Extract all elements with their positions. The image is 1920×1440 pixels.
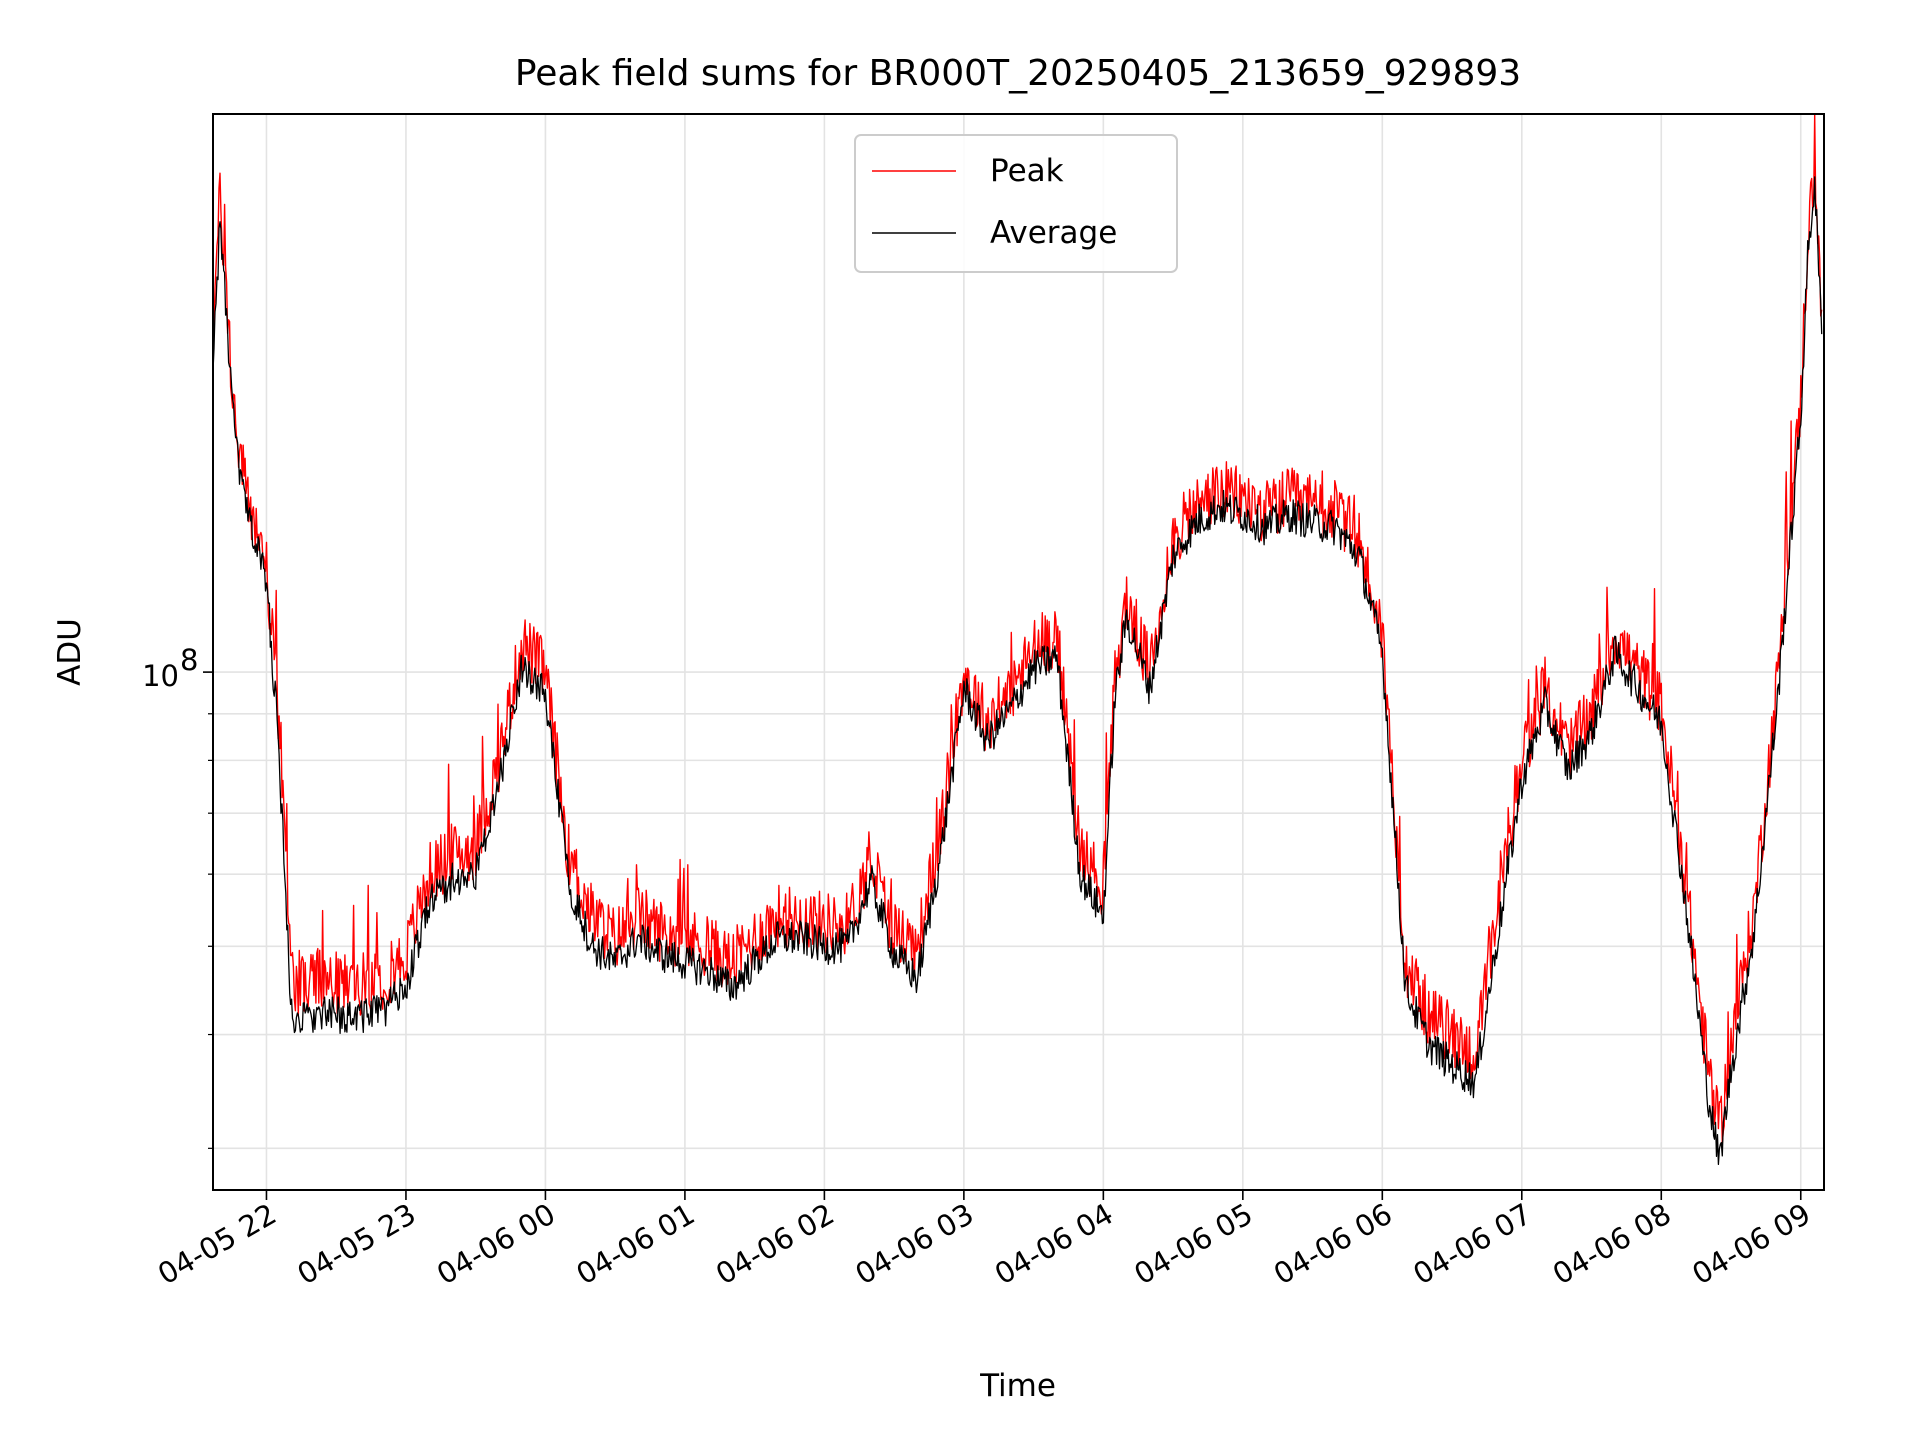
y-axis-title: ADU — [52, 618, 88, 686]
chart-title: Peak field sums for BR000T_20250405_2136… — [515, 53, 1521, 94]
series-layer — [212, 113, 1823, 1166]
legend-label-peak: Peak — [990, 153, 1064, 189]
y-tick-exponent: 8 — [180, 643, 198, 677]
legend: Peak Average — [854, 134, 1178, 273]
plot-frame — [212, 113, 1825, 1191]
x-axis-title: Time — [979, 1368, 1056, 1404]
legend-box — [854, 134, 1178, 273]
series-line-peak — [212, 113, 1823, 1144]
y-tick-label: 10 — [142, 659, 179, 693]
series-line-average — [212, 176, 1823, 1166]
legend-label-average: Average — [990, 215, 1117, 251]
